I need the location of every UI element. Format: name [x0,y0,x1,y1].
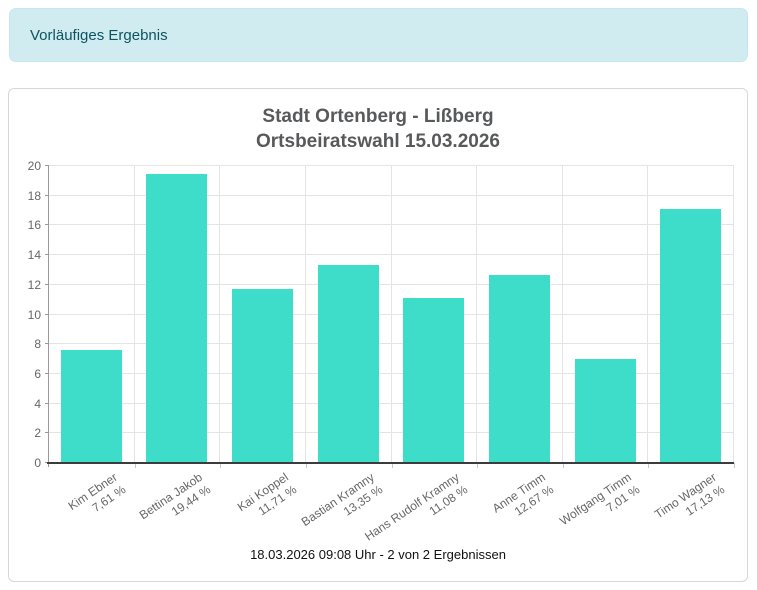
bar[interactable] [232,289,294,463]
y-tick-label: 4 [34,396,41,411]
y-axis-tick [45,313,49,315]
bar[interactable] [146,174,208,463]
footer-status-text: 18.03.2026 09:08 Uhr - 2 von 2 Ergebniss… [250,547,506,562]
x-axis-tick [477,463,479,468]
bar[interactable] [488,274,550,463]
x-category-label: Anne Timm 12,67 % [399,470,557,590]
y-axis-tick [45,194,49,196]
y-tick-label: 0 [34,456,41,470]
gridline [49,402,734,404]
y-tick-label: 10 [27,307,41,322]
y-tick-label: 16 [27,218,41,233]
bar-column [135,166,221,463]
y-axis-tick [45,432,49,434]
x-axis-tick [734,463,735,468]
x-axis-tick [220,463,222,468]
x-axis-tick [562,463,564,468]
gridline [49,313,734,315]
gridline [49,283,734,285]
y-tick-label: 2 [34,426,41,441]
x-category-label: Kai Koppel 11,71 % [142,470,300,590]
x-axis-tick [134,463,136,468]
x-axis-labels: Kim Ebner 7,61 % Bettina Jakob 19,44 % Kai K… [49,463,734,555]
bar-column [49,166,135,463]
y-tick-label: 12 [27,277,41,292]
chart-title: Stadt Ortenberg - Lißberg Ortsbeiratswah… [9,104,747,154]
x-category-label: Bastian Kramny 13,35 % [228,470,386,590]
bar[interactable] [574,358,636,463]
gridline [49,372,734,374]
y-axis-tick [45,254,49,256]
chart-card: Stadt Ortenberg - Lißberg Ortsbeiratswah… [8,88,748,582]
bar-column [563,166,649,463]
bar[interactable] [60,350,122,463]
x-axis-line [47,462,734,464]
bar[interactable] [660,208,722,463]
y-axis-tick [45,372,49,374]
gridline [49,254,734,256]
x-axis-tick [648,463,650,468]
y-axis-line [48,166,49,467]
bar-column [392,166,478,463]
bar[interactable] [403,298,465,463]
x-category-label: Bettina Jakob 19,44 % [57,470,215,590]
gridline [49,343,734,345]
y-axis-tick [45,343,49,345]
y-axis-tick [45,283,49,285]
y-tick-label: 6 [34,366,41,381]
y-tick-label: 8 [34,337,41,352]
x-category-label: Wolfgang Timm 7,01 % [485,470,643,590]
footer-status: 18.03.2026 09:08 Uhr - 2 von 2 Ergebniss… [9,547,747,562]
y-axis-tick [45,402,49,404]
gridline [49,224,734,226]
bar-column [477,166,563,463]
plot-area: 0 2 4 6 8 10 12 14 16 18 20 [28,159,735,470]
info-alert-text: Vorläufiges Ergebnis [30,26,168,44]
x-category-label: Timo Wagner 17,13 % [570,470,728,590]
y-tick-label: 20 [27,159,41,173]
x-axis-tick [305,463,307,468]
y-tick-label: 14 [27,248,41,263]
chart-title-line2: Ortsbeiratswahl 15.03.2026 [256,131,500,152]
bar-column [220,166,306,463]
y-axis-tick [45,165,49,166]
x-category-label: Hans Rudolf Kramny 11,08 % [313,470,471,590]
gridline [49,165,734,166]
bar-column [306,166,392,463]
gridline [49,432,734,434]
bar[interactable] [317,264,379,463]
info-alert: Vorläufiges Ergebnis [9,8,748,62]
plot-columns [49,166,734,463]
x-axis-tick [391,463,393,468]
bar-column [648,166,734,463]
y-tick-label: 18 [27,188,41,203]
y-axis-tick [45,224,49,226]
gridline [49,194,734,196]
chart-title-line1: Stadt Ortenberg - Lißberg [262,106,494,127]
